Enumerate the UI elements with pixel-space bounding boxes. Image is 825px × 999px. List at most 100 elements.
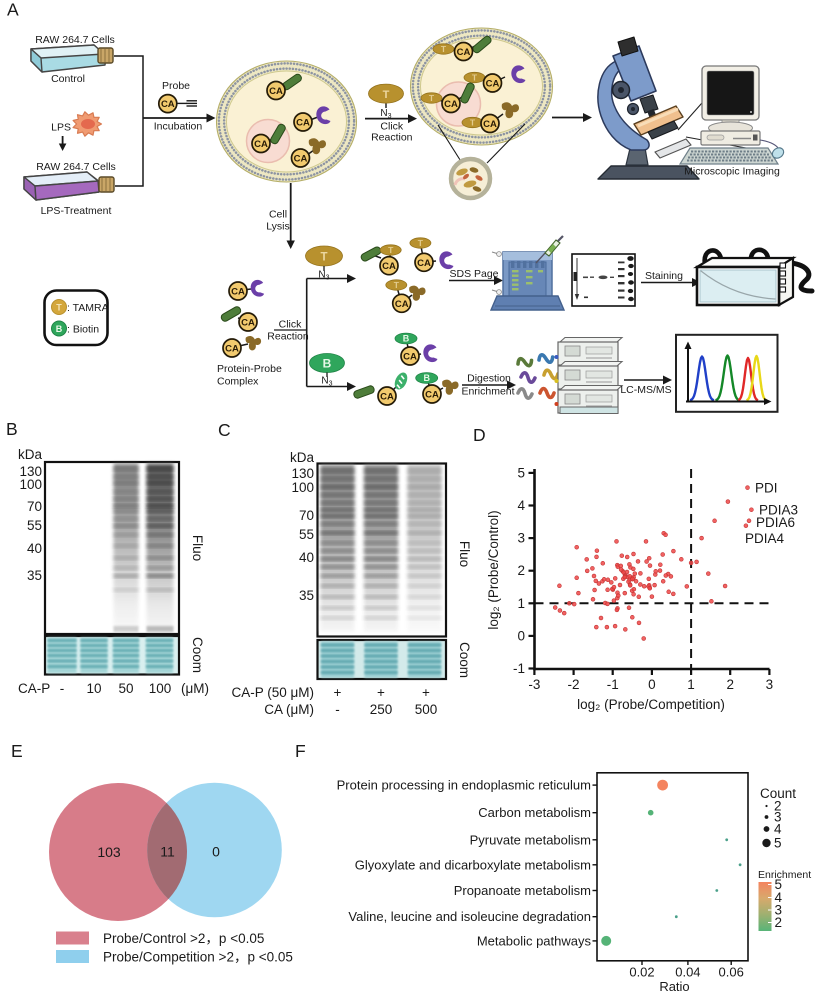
svg-text:2: 2: [774, 799, 782, 814]
svg-text:Glyoxylate and dicarboxylate m: Glyoxylate and dicarboxylate metabolism: [355, 857, 591, 872]
svg-text:2: 2: [775, 915, 783, 930]
svg-text:5: 5: [774, 836, 782, 851]
svg-text:Staining: Staining: [645, 270, 683, 282]
svg-text:50: 50: [118, 681, 133, 696]
svg-text:40: 40: [27, 541, 42, 556]
svg-text:-2: -2: [568, 677, 580, 692]
svg-text:CA (μM): CA (μM): [264, 702, 314, 717]
svg-text:4: 4: [517, 498, 525, 513]
svg-text:3: 3: [766, 677, 774, 692]
svg-text:5: 5: [775, 877, 783, 892]
svg-text:C: C: [218, 420, 231, 440]
svg-text:Probe: Probe: [162, 80, 190, 92]
svg-text:3: 3: [774, 810, 782, 825]
svg-text:RAW 264.7 Cells: RAW 264.7 Cells: [36, 161, 116, 173]
svg-text:kDa: kDa: [290, 450, 314, 465]
svg-text:LC-MS/MS: LC-MS/MS: [620, 384, 671, 396]
svg-text:Click: Click: [380, 121, 403, 133]
svg-text:2: 2: [517, 563, 525, 578]
svg-text:D: D: [473, 425, 486, 445]
svg-text:Click: Click: [279, 319, 302, 331]
svg-text:T: T: [320, 252, 327, 264]
svg-text:1: 1: [687, 677, 695, 692]
svg-text:4: 4: [775, 890, 783, 905]
svg-text:Coom: Coom: [190, 637, 205, 673]
svg-text:55: 55: [299, 527, 314, 542]
svg-text:N3: N3: [380, 108, 391, 120]
svg-text:: Biotin: : Biotin: [67, 324, 99, 336]
svg-text:10: 10: [86, 681, 101, 696]
svg-text:Incubation: Incubation: [154, 121, 203, 133]
svg-text:Protein processing in endoplas: Protein processing in endoplasmic reticu…: [337, 778, 591, 793]
svg-text:+: +: [334, 685, 342, 700]
svg-text:B: B: [6, 419, 18, 439]
svg-text:40: 40: [299, 550, 314, 565]
svg-text:0.04: 0.04: [675, 965, 700, 980]
svg-text:Enrichment: Enrichment: [461, 386, 514, 398]
svg-text:100: 100: [19, 477, 42, 492]
svg-text:-1: -1: [607, 677, 619, 692]
svg-text:130: 130: [291, 466, 314, 481]
svg-text:PDIA3: PDIA3: [759, 503, 798, 518]
svg-text:100: 100: [291, 480, 314, 495]
svg-text:Count: Count: [760, 786, 796, 801]
svg-text:55: 55: [27, 518, 42, 533]
svg-text:PDIA6: PDIA6: [756, 515, 795, 530]
svg-text:35: 35: [299, 588, 314, 603]
svg-text:F: F: [295, 741, 306, 761]
svg-text:70: 70: [27, 499, 42, 514]
svg-text:LPS-Treatment: LPS-Treatment: [41, 205, 112, 217]
svg-text:+: +: [422, 685, 430, 700]
svg-text:Complex: Complex: [217, 376, 259, 388]
svg-text:Fluo: Fluo: [190, 535, 205, 561]
svg-text:103: 103: [97, 844, 121, 860]
svg-text:Ratio: Ratio: [659, 979, 689, 994]
svg-text:Probe/Competition >2，p <0.05: Probe/Competition >2，p <0.05: [103, 950, 293, 965]
svg-text:N3: N3: [321, 376, 332, 388]
svg-text:3: 3: [775, 903, 783, 918]
svg-text:Cell: Cell: [269, 209, 287, 221]
svg-text:-: -: [335, 702, 340, 717]
svg-text:Metabolic pathways: Metabolic pathways: [477, 933, 592, 948]
svg-text:CA-P (50 μM): CA-P (50 μM): [231, 685, 314, 700]
svg-text:0: 0: [212, 844, 220, 860]
svg-text:N3: N3: [318, 270, 329, 282]
svg-text:Fluo: Fluo: [457, 541, 472, 567]
svg-text:0.02: 0.02: [629, 965, 654, 980]
svg-text:T: T: [56, 303, 62, 313]
svg-text:Probe/Control >2，p <0.05: Probe/Control >2，p <0.05: [103, 931, 264, 946]
svg-text:SDS Page: SDS Page: [449, 268, 498, 280]
svg-text:A: A: [7, 0, 19, 20]
svg-text:T: T: [383, 89, 390, 101]
svg-text:0: 0: [648, 677, 656, 692]
svg-text:-3: -3: [528, 677, 540, 692]
svg-text:: TAMRA: : TAMRA: [67, 302, 109, 314]
svg-text:E: E: [11, 741, 23, 761]
svg-text:LPS: LPS: [51, 122, 71, 134]
svg-text:Enrichment: Enrichment: [758, 869, 811, 881]
svg-text:CA-P: CA-P: [18, 681, 50, 696]
svg-text:B: B: [323, 357, 332, 371]
svg-text:Reaction: Reaction: [267, 331, 309, 343]
svg-text:Control: Control: [51, 73, 85, 85]
svg-text:35: 35: [27, 568, 42, 583]
svg-text:PDI: PDI: [755, 481, 778, 496]
svg-text:0: 0: [517, 628, 525, 643]
svg-text:log₂ (Probe/Control): log₂ (Probe/Control): [486, 510, 501, 629]
svg-text:500: 500: [415, 702, 438, 717]
svg-text:B: B: [56, 324, 63, 334]
svg-text:Reaction: Reaction: [371, 132, 413, 144]
svg-text:(μM): (μM): [181, 681, 209, 696]
svg-text:kDa: kDa: [18, 447, 42, 462]
svg-text:5: 5: [517, 465, 525, 480]
svg-text:130: 130: [19, 464, 42, 479]
svg-text:RAW 264.7 Cells: RAW 264.7 Cells: [35, 34, 115, 46]
svg-text:Protein-Probe: Protein-Probe: [217, 363, 282, 375]
svg-text:250: 250: [370, 702, 393, 717]
svg-text:+: +: [377, 685, 385, 700]
svg-text:log₂ (Probe/Competition): log₂ (Probe/Competition): [577, 697, 725, 712]
svg-text:0.06: 0.06: [719, 965, 744, 980]
svg-text:PDIA4: PDIA4: [745, 531, 785, 546]
svg-text:Pyruvate metabolism: Pyruvate metabolism: [470, 832, 591, 847]
svg-text:2: 2: [726, 677, 734, 692]
